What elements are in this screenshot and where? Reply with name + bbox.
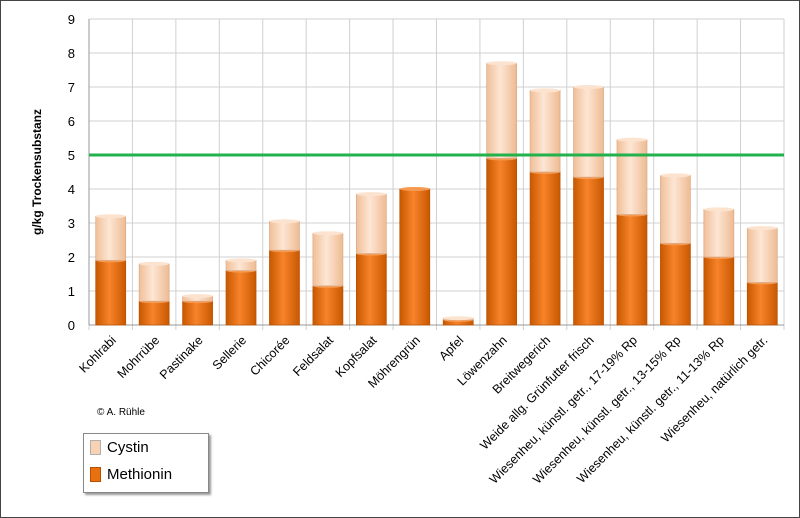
- bar-methionin: [399, 188, 431, 326]
- y-tick-label: 2: [68, 250, 75, 265]
- bar-top-cystin: [356, 192, 387, 197]
- bar-top-cystin: [616, 137, 647, 142]
- legend-item-cystin: Cystin: [90, 439, 149, 456]
- bar-top-cystin: [530, 88, 561, 93]
- bar-methionin: [138, 300, 170, 326]
- x-tick-label: Kohlrabi: [77, 333, 119, 375]
- x-tick-label: Sellerie: [210, 333, 249, 372]
- bar-top-cystin: [443, 316, 474, 321]
- bar-methionin: [573, 176, 604, 326]
- bar-top-cystin: [269, 219, 300, 224]
- bar-methionin: [746, 282, 778, 326]
- bar-top-cystin: [703, 207, 734, 212]
- bar-cystin: [269, 220, 300, 251]
- bar-top-cystin: [226, 258, 257, 263]
- bar-cystin: [660, 175, 691, 244]
- bar-methionin: [529, 171, 561, 326]
- x-tick-label: Mohrrübe: [115, 333, 163, 381]
- copyright: © A. Rühle: [97, 407, 145, 418]
- x-tick-label: Chicorée: [247, 333, 292, 378]
- bar-cystin: [138, 263, 170, 302]
- legend-swatch-methionin: [90, 467, 101, 482]
- x-tick-label: Pastinake: [157, 333, 206, 382]
- y-tick-label: 8: [68, 46, 75, 61]
- y-axis-label: g/kg Trockensubstanz: [30, 109, 44, 235]
- y-tick-label: 1: [68, 284, 75, 299]
- y-tick-label: 4: [68, 182, 75, 197]
- legend-item-methionin: Methionin: [90, 466, 172, 483]
- bar-methionin: [225, 270, 257, 326]
- bar-methionin: [95, 260, 127, 326]
- bar-methionin: [486, 158, 518, 326]
- bar-top-cystin: [312, 231, 343, 236]
- y-tick-label: 7: [68, 80, 75, 95]
- bar-top-methionin: [399, 187, 430, 191]
- x-tick-label: Apfel: [436, 333, 466, 363]
- y-tick-label: 5: [68, 148, 75, 163]
- y-tick-label: 0: [68, 318, 75, 333]
- bar-top-cystin: [486, 61, 517, 66]
- legend-swatch-cystin: [90, 440, 101, 455]
- x-tick-label: Feldsalat: [290, 333, 336, 379]
- legend: Cystin Methionin: [83, 433, 209, 493]
- bar-methionin: [182, 300, 213, 326]
- bar-methionin: [355, 253, 387, 326]
- bar-methionin: [269, 249, 300, 326]
- bar-methionin: [703, 256, 735, 326]
- legend-label-cystin: Cystin: [107, 439, 149, 456]
- bar-cystin: [312, 232, 344, 287]
- bar-top-cystin: [747, 226, 778, 231]
- bar-top-cystin: [139, 261, 170, 266]
- bar-methionin: [312, 285, 344, 326]
- bar-cystin: [529, 90, 561, 173]
- bar-cystin: [746, 227, 778, 283]
- bar-methionin: [660, 243, 691, 326]
- bar-top-cystin: [573, 85, 604, 89]
- bar-cystin: [486, 62, 518, 159]
- y-tick-label: 9: [68, 12, 75, 27]
- bar-cystin: [95, 215, 127, 261]
- legend-label-methionin: Methionin: [107, 466, 173, 483]
- y-tick-label: 3: [68, 216, 75, 231]
- bar-cystin: [703, 209, 735, 258]
- y-tick-label: 6: [68, 114, 75, 129]
- bar-methionin: [616, 214, 648, 326]
- bar-cystin: [616, 139, 648, 215]
- bar-cystin: [355, 193, 387, 254]
- bar-cystin: [573, 86, 604, 178]
- bar-top-cystin: [182, 294, 213, 299]
- bar-top-cystin: [660, 173, 691, 178]
- bar-top-cystin: [95, 214, 126, 219]
